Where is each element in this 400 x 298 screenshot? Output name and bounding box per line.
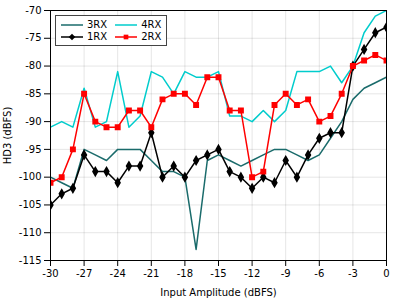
- svg-text:Input Amplitude (dBFS): Input Amplitude (dBFS): [160, 287, 277, 298]
- svg-text:-100: -100: [19, 171, 42, 182]
- svg-text:-105: -105: [19, 199, 42, 210]
- svg-text:0: 0: [383, 268, 389, 279]
- html-text:4RX: 4RX: [141, 19, 162, 30]
- svg-text:-75: -75: [25, 32, 41, 43]
- html-text:3RX: 3RX: [87, 19, 108, 30]
- svg-text:-24: -24: [110, 268, 126, 279]
- svg-text:-9: -9: [281, 268, 291, 279]
- svg-text:-18: -18: [177, 268, 193, 279]
- html-text:1RX: 1RX: [87, 31, 108, 42]
- svg-text:-12: -12: [244, 268, 260, 279]
- svg-text:-6: -6: [314, 268, 324, 279]
- html-text:2RX: 2RX: [141, 31, 162, 42]
- svg-text:-90: -90: [25, 116, 41, 127]
- svg-text:-15: -15: [210, 268, 226, 279]
- svg-text:-85: -85: [25, 88, 41, 99]
- svg-text:-80: -80: [25, 60, 41, 71]
- svg-text:-70: -70: [25, 5, 41, 16]
- svg-text:-27: -27: [76, 268, 92, 279]
- svg-text:-30: -30: [42, 268, 58, 279]
- svg-text:-3: -3: [348, 268, 358, 279]
- svg-text:-115: -115: [19, 255, 42, 266]
- svg-text:-110: -110: [19, 227, 42, 238]
- svg-text:HD3 (dBFS): HD3 (dBFS): [2, 107, 13, 165]
- svg-text:-21: -21: [143, 268, 159, 279]
- svg-text:-95: -95: [25, 144, 41, 155]
